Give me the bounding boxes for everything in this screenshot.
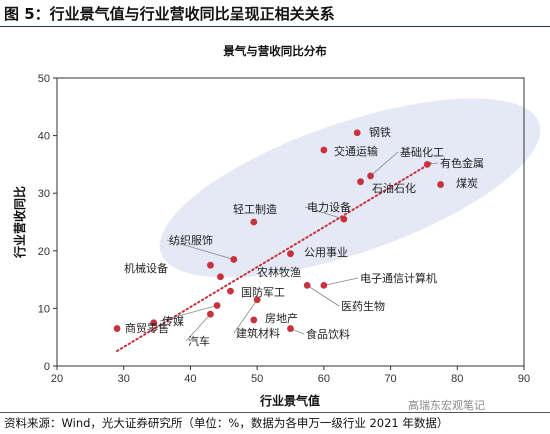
leader-line [304,206,344,220]
data-point [287,250,294,258]
x-tick-label: 60 [318,373,330,385]
x-axis-label: 行业景气值 [259,393,320,408]
plot-frame [56,77,525,367]
point-label: 食品饮料 [306,327,350,341]
y-tick-label: 20 [38,246,50,258]
source-note: 资料来源：Wind，光大证券研究所（单位：%，数据为各申万一级行业 2021 年… [4,416,449,430]
highlight-ellipse [159,98,541,278]
data-point [227,287,234,295]
data-point [340,215,348,223]
data-point [253,296,261,304]
point-label: 传媒 [162,315,184,328]
point-label: 房地产 [265,311,298,325]
y-axis-label: 行业营收同比 [12,186,27,259]
point-label: 石油石化 [372,181,416,195]
y-tick-label: 0 [44,361,50,373]
data-point [357,178,364,186]
data-point [250,218,258,226]
point-label: 钢铁 [369,126,391,139]
data-point [213,302,221,309]
point-label: 机械设备 [124,261,168,275]
x-tick-label: 50 [251,373,263,385]
x-tick-label: 70 [384,373,396,385]
point-label: 煤炭 [456,177,478,190]
leader-line [233,299,258,334]
point-label: 医药生物 [341,299,385,313]
y-tick-label: 30 [38,188,50,200]
data-point [320,146,328,154]
point-label: 纺织服饰 [169,233,213,247]
leader-line [185,313,211,342]
data-point [207,310,214,318]
point-label: 基础化工 [400,145,444,159]
x-tick-label: 20 [51,373,63,385]
trend-line [116,162,432,353]
data-point [353,129,361,137]
x-tick-label: 80 [451,373,463,385]
point-label: 农林牧渔 [257,265,301,279]
source-rule [0,412,550,413]
data-point [113,325,121,332]
data-point [367,172,374,180]
data-point [217,273,224,281]
y-tick-label: 10 [38,303,50,315]
leader-lines [159,151,439,342]
point-label: 汽车 [188,334,210,348]
point-label: 交通运输 [334,144,378,158]
data-point [207,261,214,269]
leader-line [166,239,234,260]
data-point [287,325,294,332]
leader-line [323,277,359,286]
point-label: 商贸零售 [125,321,169,335]
data-point [150,319,158,327]
data-point [437,181,445,188]
data-point [423,161,431,168]
point-label: 电力设备 [307,200,351,214]
x-tick-label: 90 [518,373,530,385]
x-tick-label: 40 [184,373,196,385]
axes: 20 30 40 50 60 70 80 90 0 10 20 30 40 50 [38,73,530,385]
point-label: 建筑材料 [236,326,280,340]
point-label: 公用事业 [304,246,348,259]
leader-line [370,151,399,177]
point-label: 有色金属 [440,156,484,170]
x-tick-label: 30 [118,373,130,385]
data-point [303,281,311,289]
y-tick-label: 40 [38,131,50,143]
data-point [250,316,258,324]
point-label: 电子通信计算机 [360,271,437,285]
chart-title: 景气与营收同比分布 [222,44,327,58]
title-rule [0,26,550,27]
point-label: 国防军工 [241,285,285,299]
watermark: 高瑞东宏观笔记 [408,399,485,412]
data-point [320,281,328,289]
y-tick-label: 50 [38,73,50,85]
leader-line [306,285,340,307]
point-label: 轻工制造 [233,202,277,216]
data-points [113,129,445,332]
figure-title: 图 5：行业景气值与行业营收同比呈现正相关关系 [4,5,335,23]
leader-line [159,305,218,322]
data-point [230,256,238,263]
